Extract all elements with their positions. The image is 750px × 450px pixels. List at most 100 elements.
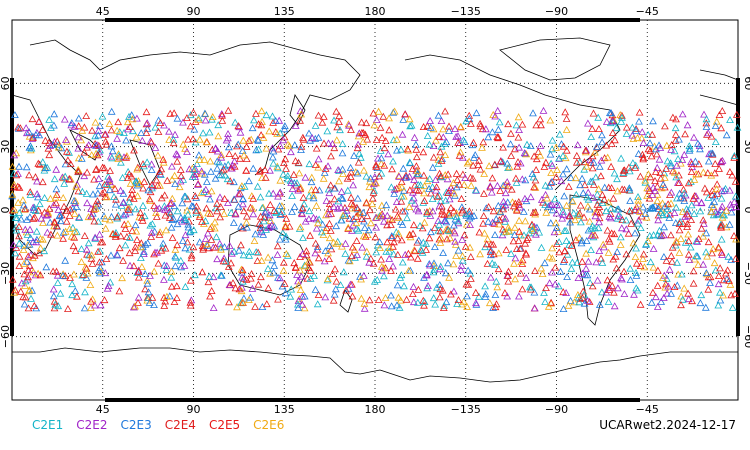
observation-triangle [381,136,390,144]
observation-triangle [440,301,449,309]
observation-triangle [541,200,550,208]
observation-triangle [677,234,685,242]
observation-triangle [372,135,381,143]
observation-triangle [254,145,263,153]
observation-triangle [299,135,308,143]
observation-triangle [124,205,133,213]
observation-triangle [492,277,501,285]
observation-triangle [542,284,550,291]
observation-triangle [322,211,330,219]
observation-triangle [620,267,628,275]
observation-triangle [408,289,417,297]
observation-triangle [23,257,31,265]
observation-triangle [694,139,702,147]
observation-triangle [103,284,112,292]
observation-triangle [56,289,65,297]
observation-triangle [588,282,597,290]
observation-triangle [269,147,278,155]
observation-triangle [319,174,328,182]
observation-triangle [610,169,619,177]
observation-triangle [16,287,25,295]
observation-triangle [64,304,72,312]
observation-triangle [13,182,22,190]
observation-triangle [431,300,440,308]
observation-triangle [126,122,134,130]
observation-triangle [215,158,224,166]
observation-triangle [49,292,58,300]
observation-triangle [648,203,657,211]
observation-triangle [635,108,644,116]
observation-triangle [530,183,538,191]
observation-triangle [571,216,579,224]
observation-triangle [181,244,190,252]
observation-triangle [667,140,676,148]
observation-triangle [186,298,195,306]
observation-triangle [33,177,41,185]
observation-triangle [14,169,22,177]
observation-triangle [499,225,507,233]
observation-triangle [281,221,290,229]
observation-triangle [704,285,713,293]
observation-triangle [225,298,233,306]
observation-triangle [551,195,559,203]
observation-triangle [148,184,156,192]
observation-triangle [77,154,86,162]
observation-triangle [290,259,299,267]
observation-triangle [409,188,417,196]
bottom-longitude-label: 90 [187,403,201,416]
observation-triangle [537,264,546,272]
observation-triangle [184,223,193,231]
observation-triangle [591,212,600,220]
observation-triangle [83,199,91,207]
observation-triangle [69,242,78,250]
observation-triangle [639,254,647,262]
observation-triangle [94,189,102,197]
observation-triangle [607,109,615,117]
observation-triangle [634,200,643,208]
observation-triangle [458,256,467,264]
observation-triangle [503,178,512,186]
observation-triangle [425,234,434,242]
observation-triangle [718,210,727,218]
observation-triangle [573,141,582,149]
observation-triangle [666,159,675,167]
observation-triangle [708,150,717,158]
observation-triangle [242,166,251,174]
observation-triangle [452,209,461,217]
observation-triangle [445,227,454,235]
observation-triangle [288,184,297,192]
observation-triangle [39,235,47,243]
observation-triangle [148,293,157,301]
observation-triangle [398,207,407,215]
observation-triangle [344,224,353,232]
observation-triangle [632,271,641,279]
observation-triangle [179,140,188,148]
observation-triangle [716,296,725,304]
observation-triangle [427,228,435,236]
observation-triangle [614,284,622,292]
observation-triangle [246,274,255,282]
observation-triangle [671,130,680,138]
observation-triangle [265,189,273,197]
observation-triangle [516,159,525,167]
observation-triangle [731,177,740,185]
observation-triangle [651,186,659,194]
observation-triangle [703,252,711,260]
observation-triangle [501,289,509,297]
observation-triangle [198,268,207,276]
observation-triangle [594,113,603,121]
observation-triangle [173,151,182,159]
observation-triangle [314,290,323,298]
observation-triangle [548,136,557,144]
observation-triangle [514,236,523,244]
observation-triangle [657,206,666,214]
observation-triangle [376,211,385,219]
observation-triangle [684,289,692,297]
observation-triangle [367,219,375,227]
observation-triangle [432,183,441,191]
observation-triangle [676,217,684,225]
observation-triangle [452,183,461,191]
observation-triangle [548,145,556,153]
observation-triangle [237,265,246,273]
observation-triangle [626,264,635,272]
